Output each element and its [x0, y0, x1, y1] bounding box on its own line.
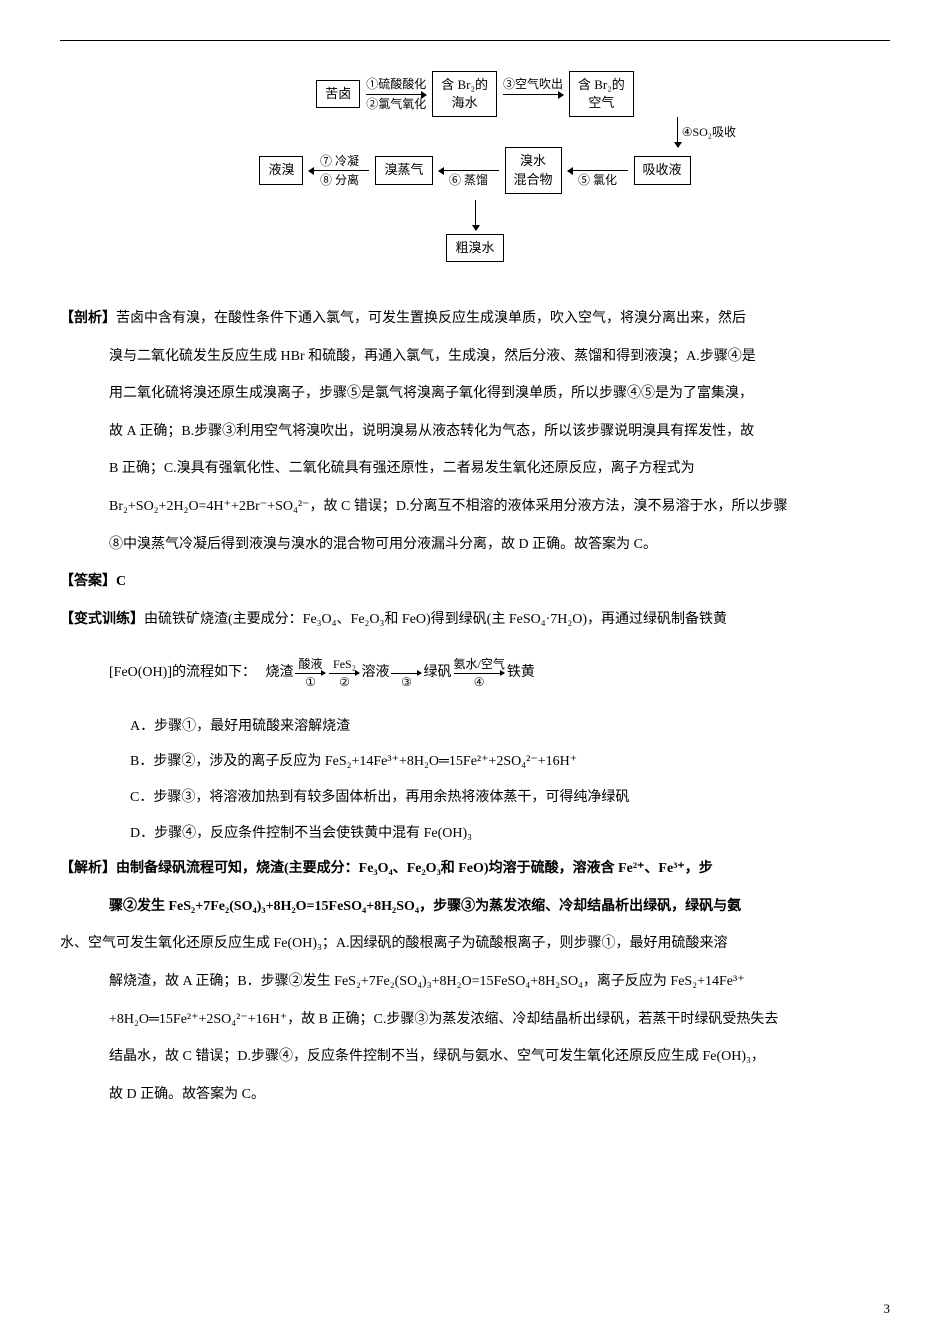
- answer-value: C: [116, 574, 126, 589]
- arrow-label: ⑦ 冷凝: [320, 154, 359, 168]
- jiexi-p5: +8H₂O═15Fe²⁺+2SO₄²⁻+16H⁺，故 B 正确；C.步骤③为蒸发…: [60, 1003, 890, 1037]
- flow-box-br-air: 含 Br₂的 空气: [569, 71, 634, 117]
- flow-arrow-4: ⑥ 蒸馏: [439, 154, 499, 188]
- flow-vert-bottom: [475, 200, 476, 230]
- flow-arrow-3: ⑦ 冷凝 ⑧ 分离: [309, 154, 369, 188]
- jiexi-p1: 【解析】由制备绿矾流程可知，烧渣(主要成分：Fe₃O₄、Fe₂O₃和 FeO)均…: [60, 852, 890, 886]
- jiexi-p7: 故 D 正确。故答案为 C。: [60, 1078, 890, 1112]
- arrow-label: ⑥ 蒸馏: [449, 173, 488, 187]
- flow-row-1: 苦卤 ①硫酸酸化 ②氯气氧化 含 Br₂的 海水 ③空气吹出 含 Br₂的 空气: [316, 71, 634, 117]
- analysis-p5: B 正确；C.溴具有强氧化性、二氧化硫具有强还原性，二者易发生氧化还原反应，离子…: [60, 452, 890, 486]
- flow-box-liquid-br: 液溴: [259, 156, 303, 184]
- seg-top: 酸液: [298, 657, 322, 671]
- analysis-label: 【剖析】: [60, 311, 116, 326]
- variant-intro-text: 由硫铁矿烧渣(主要成分：Fe₃O₄、Fe₂O₃和 FeO)得到绿矾(主 FeSO…: [144, 612, 727, 627]
- answer-label: 【答案】: [60, 574, 116, 589]
- variant-intro: 【变式训练】由硫铁矿烧渣(主要成分：Fe₃O₄、Fe₂O₃和 FeO)得到绿矾(…: [60, 603, 890, 637]
- flow-box-crude-br: 粗溴水: [446, 234, 503, 262]
- seg-top: FeS₂: [333, 657, 356, 671]
- flow-seg-2: FeS₂ ②: [327, 657, 361, 689]
- so2-label: ④SO₂吸收: [678, 118, 740, 147]
- flow-node-2: 溶液: [361, 656, 389, 690]
- flow-node-4: 铁黄: [507, 656, 535, 690]
- analysis-p3: 用二氧化硫将溴还原生成溴离子，步骤⑤是氯气将溴离子氧化得到溴单质，所以步骤④⑤是…: [60, 377, 890, 411]
- arrow-label: ⑤ 氯化: [578, 173, 617, 187]
- flow-arrow-1: ①硫酸酸化 ②氯气氧化: [366, 77, 426, 111]
- analysis-p2: 溴与二氧化硫发生反应生成 HBr 和硫酸，再通入氯气，生成溴，然后分液、蒸馏和得…: [60, 340, 890, 374]
- option-d: D．步骤④，反应条件控制不当会使铁黄中混有 Fe(OH)₃: [60, 817, 890, 851]
- analysis-p4: 故 A 正确；B.步骤③利用空气将溴吹出，说明溴易从液态转化为气态，所以该步骤说…: [60, 415, 890, 449]
- flow-box-kulu: 苦卤: [316, 80, 360, 108]
- jiexi-p6: 结晶水，故 C 错误；D.步骤④，反应条件控制不当，绿矾与氨水、空气可发生氧化还…: [60, 1040, 890, 1074]
- option-a: A．步骤①，最好用硫酸来溶解烧渣: [60, 710, 890, 744]
- flow-box-absorb: 吸收液: [634, 156, 691, 184]
- option-c: C．步骤③，将溶液加热到有较多固体析出，再用余热将液体蒸干，可得纯净绿矾: [60, 781, 890, 815]
- variant-flow-line: [FeO(OH)]的流程如下： 烧渣 酸液 ① FeS₂ ② 溶液 ③ 绿矾 氨…: [60, 656, 890, 690]
- seg-bot: ③: [401, 675, 412, 689]
- flow-seg-1: 酸液 ①: [293, 657, 327, 689]
- flow-arrow-2: ③空气吹出: [503, 77, 563, 111]
- arrow-label: [467, 154, 470, 168]
- arrow-label: ②氯气氧化: [366, 97, 426, 111]
- arrow-label: [532, 97, 535, 111]
- variant-label: 【变式训练】: [60, 612, 144, 627]
- flow-arrow-5: ⑤ 氯化: [568, 154, 628, 188]
- flowchart: 苦卤 ①硫酸酸化 ②氯气氧化 含 Br₂的 海水 ③空气吹出 含 Br₂的 空气…: [60, 71, 890, 262]
- flow-seg-3: ③: [389, 657, 423, 689]
- seg-bot: ④: [474, 675, 485, 689]
- top-rule: [60, 40, 890, 41]
- analysis-p1: 【剖析】苦卤中含有溴，在酸性条件下通入氯气，可发生置换反应生成溴单质，吹入空气，…: [60, 302, 890, 336]
- jiexi-label: 【解析】: [60, 861, 116, 876]
- inline-flowchart: 烧渣 酸液 ① FeS₂ ② 溶液 ③ 绿矾 氨水/空气 ④ 铁黄: [265, 656, 534, 690]
- page-number: 3: [884, 1293, 891, 1324]
- analysis-p6: Br₂+SO₂+2H₂O=4H⁺+2Br⁻+SO₄²⁻，故 C 错误；D.分离互…: [60, 490, 890, 524]
- flow-row-2: 液溴 ⑦ 冷凝 ⑧ 分离 溴蒸气 ⑥ 蒸馏 溴水 混合物 ⑤ 氯化 吸收液: [259, 147, 690, 193]
- flow-vert-right: [677, 117, 678, 147]
- analysis-text-1: 苦卤中含有溴，在酸性条件下通入氯气，可发生置换反应生成溴单质，吹入空气，将溴分离…: [116, 311, 746, 326]
- answer-line: 【答案】C: [60, 565, 890, 599]
- flow-node-1: 烧渣: [265, 656, 293, 690]
- arrow-label: ③空气吹出: [503, 77, 563, 91]
- jiexi-bold-1: 由制备绿矾流程可知，烧渣(主要成分：Fe₃O₄、Fe₂O₃和 FeO)均溶于硫酸…: [116, 861, 713, 876]
- flow-prefix: [FeO(OH)]的流程如下：: [109, 665, 256, 680]
- option-b: B．步骤②，涉及的离子反应为 FeS₂+14Fe³⁺+8H₂O═15Fe²⁺+2…: [60, 745, 890, 779]
- seg-bot: ②: [339, 675, 350, 689]
- arrow-label: ⑧ 分离: [320, 173, 359, 187]
- arrow-label: [596, 154, 599, 168]
- flow-box-br-water-mix: 溴水 混合物: [505, 147, 562, 193]
- arrow-label: ①硫酸酸化: [366, 77, 426, 91]
- jiexi-p4: 解烧渣，故 A 正确；B．步骤②发生 FeS₂+7Fe₂(SO₄)₃+8H₂O=…: [60, 965, 890, 999]
- seg-bot: ①: [305, 675, 316, 689]
- seg-top: 氨水/空气: [453, 657, 504, 671]
- flow-node-3: 绿矾: [423, 656, 451, 690]
- flow-seg-4: 氨水/空气 ④: [451, 657, 506, 689]
- seg-top: [405, 657, 408, 671]
- flow-box-br-seawater: 含 Br₂的 海水: [432, 71, 497, 117]
- jiexi-p3: 水、空气可发生氧化还原反应生成 Fe(OH)₃；A.因绿矾的酸根离子为硫酸根离子…: [60, 927, 890, 961]
- jiexi-p2: 骤②发生 FeS₂+7Fe₂(SO₄)₃+8H₂O=15FeSO₄+8H₂SO₄…: [60, 890, 890, 924]
- analysis-p7: ⑧中溴蒸气冷凝后得到液溴与溴水的混合物可用分液漏斗分离，故 D 正确。故答案为 …: [60, 528, 890, 562]
- flow-box-br-vapor: 溴蒸气: [375, 156, 432, 184]
